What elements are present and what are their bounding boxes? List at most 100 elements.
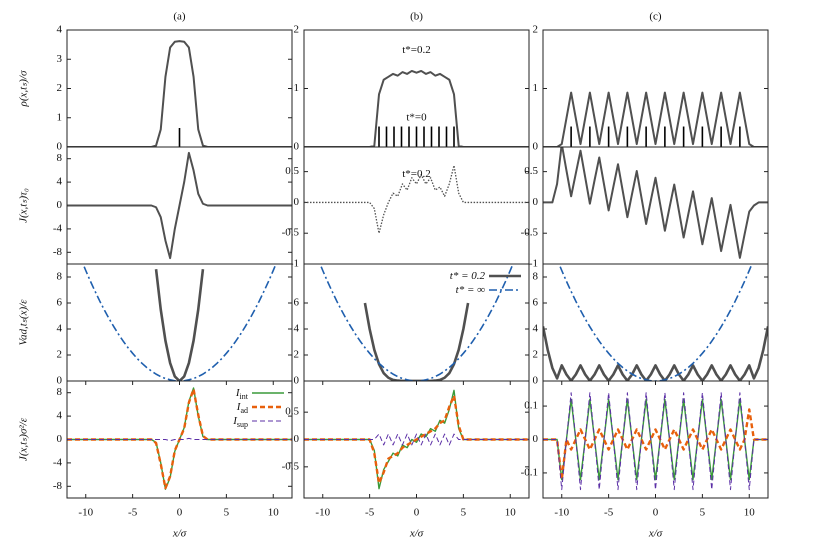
series-line <box>304 433 529 446</box>
x-tick-label: -10 <box>554 507 569 519</box>
series-line <box>67 151 292 260</box>
y-tick-label: 0 <box>57 141 63 153</box>
plot-frame <box>542 380 769 499</box>
legend-name: t* = ∞ <box>456 284 485 296</box>
y-tick-label: 0 <box>57 199 63 211</box>
y-axis-label: J(x,tₛ)τ₀ <box>18 188 30 223</box>
y-tick-label: -1 <box>529 258 538 270</box>
y-tick-label: 0 <box>294 196 300 208</box>
y-tick-label: 2 <box>294 349 300 361</box>
legend-subscript: sup <box>237 420 248 429</box>
annotation: t*=0.2 <box>402 44 431 56</box>
y-tick-label: 0 <box>533 141 539 153</box>
x-axis-label: x/σ <box>648 528 663 540</box>
plot-frame <box>66 380 293 499</box>
legend-name: I <box>235 387 241 399</box>
series-line <box>363 302 470 381</box>
panel-title: (c) <box>649 11 662 23</box>
y-tick-label: 8 <box>57 271 63 283</box>
series-line <box>304 164 529 234</box>
y-tick-label: 6 <box>294 297 300 309</box>
series-line <box>543 408 768 481</box>
y-tick-label: 0 <box>533 433 539 445</box>
series-line <box>558 264 753 381</box>
x-tick-label: 10 <box>744 507 756 519</box>
y-axis-label: ρ(x,tₛ)/σ <box>18 70 30 107</box>
x-tick-label: 10 <box>268 507 280 519</box>
x-tick-label: -10 <box>315 507 330 519</box>
y-tick-label: -0.5 <box>521 227 539 239</box>
y-tick-label: 2 <box>533 24 539 36</box>
legend-name: I <box>232 415 238 427</box>
series-line <box>543 147 768 259</box>
series-line <box>543 326 768 381</box>
series-line <box>304 69 529 147</box>
y-tick-label: 6 <box>533 297 539 309</box>
panel-title: (a) <box>173 11 186 23</box>
plot-frame <box>542 263 769 382</box>
legend-label: t* = ∞ <box>456 284 485 296</box>
y-tick-label: -0.5 <box>282 460 300 472</box>
legend-name: t* = 0.2 <box>450 270 486 282</box>
y-tick-label: -4 <box>53 456 63 468</box>
plot-frame <box>303 263 530 382</box>
x-tick-label: 5 <box>224 507 230 519</box>
legend-name: I <box>236 401 242 413</box>
y-tick-label: -1 <box>290 258 299 270</box>
annotation: t*=0 <box>406 111 427 123</box>
panel-title: (b) <box>410 11 423 23</box>
y-tick-label: 4 <box>57 176 63 188</box>
y-tick-label: 8 <box>57 386 63 398</box>
y-tick-label: 0 <box>294 375 300 387</box>
series-line <box>543 91 768 147</box>
legend-label: Isup <box>232 415 248 430</box>
series-line <box>319 264 514 381</box>
y-tick-label: 0 <box>294 141 300 153</box>
y-tick-label: 2 <box>294 24 300 36</box>
x-tick-label: -5 <box>365 507 375 519</box>
y-tick-label: 2 <box>533 349 539 361</box>
series-line <box>154 269 205 381</box>
y-tick-label: 0 <box>57 375 63 387</box>
y-tick-label: -8 <box>53 246 63 258</box>
y-tick-label: 3 <box>57 53 63 65</box>
y-tick-label: 4 <box>57 24 63 36</box>
x-tick-label: 10 <box>505 507 517 519</box>
x-tick-label: -10 <box>78 507 93 519</box>
y-tick-label: 1 <box>57 111 63 123</box>
legend-label: Iint <box>235 387 249 402</box>
y-axis-label: J(x,tₛ)σ²/ε <box>18 417 30 461</box>
legend-subscript: int <box>240 392 249 401</box>
x-tick-label: 0 <box>653 507 659 519</box>
x-tick-label: -5 <box>604 507 614 519</box>
y-tick-label: 8 <box>533 271 539 283</box>
x-tick-label: 5 <box>700 507 706 519</box>
y-tick-label: 4 <box>57 323 63 335</box>
series-line <box>543 398 768 481</box>
legend-label: t* = 0.2 <box>450 270 486 282</box>
y-tick-label: 0 <box>294 433 300 445</box>
y-tick-label: 0 <box>57 433 63 445</box>
y-tick-label: -0.5 <box>282 227 300 239</box>
y-tick-label: 0.5 <box>285 406 299 418</box>
legend-subscript: ad <box>240 406 248 415</box>
plot-frame <box>542 29 769 148</box>
series-line <box>67 387 292 490</box>
x-tick-label: 0 <box>177 507 183 519</box>
series-line <box>67 437 292 442</box>
y-tick-label: 4 <box>294 323 300 335</box>
y-tick-label: 4 <box>533 323 539 335</box>
plot-frame <box>303 380 530 499</box>
y-tick-label: 1 <box>294 82 300 94</box>
x-tick-label: 5 <box>461 507 467 519</box>
y-tick-label: 4 <box>57 410 63 422</box>
y-tick-label: 2 <box>57 82 63 94</box>
legend-label: Iad <box>236 401 248 416</box>
y-tick-label: 6 <box>57 297 63 309</box>
y-axis-label: Vad,tₛ(x)/ε <box>18 299 30 346</box>
y-tick-label: 0 <box>533 196 539 208</box>
plot-frame <box>66 263 293 382</box>
y-tick-label: 0 <box>533 375 539 387</box>
x-tick-label: -5 <box>128 507 138 519</box>
